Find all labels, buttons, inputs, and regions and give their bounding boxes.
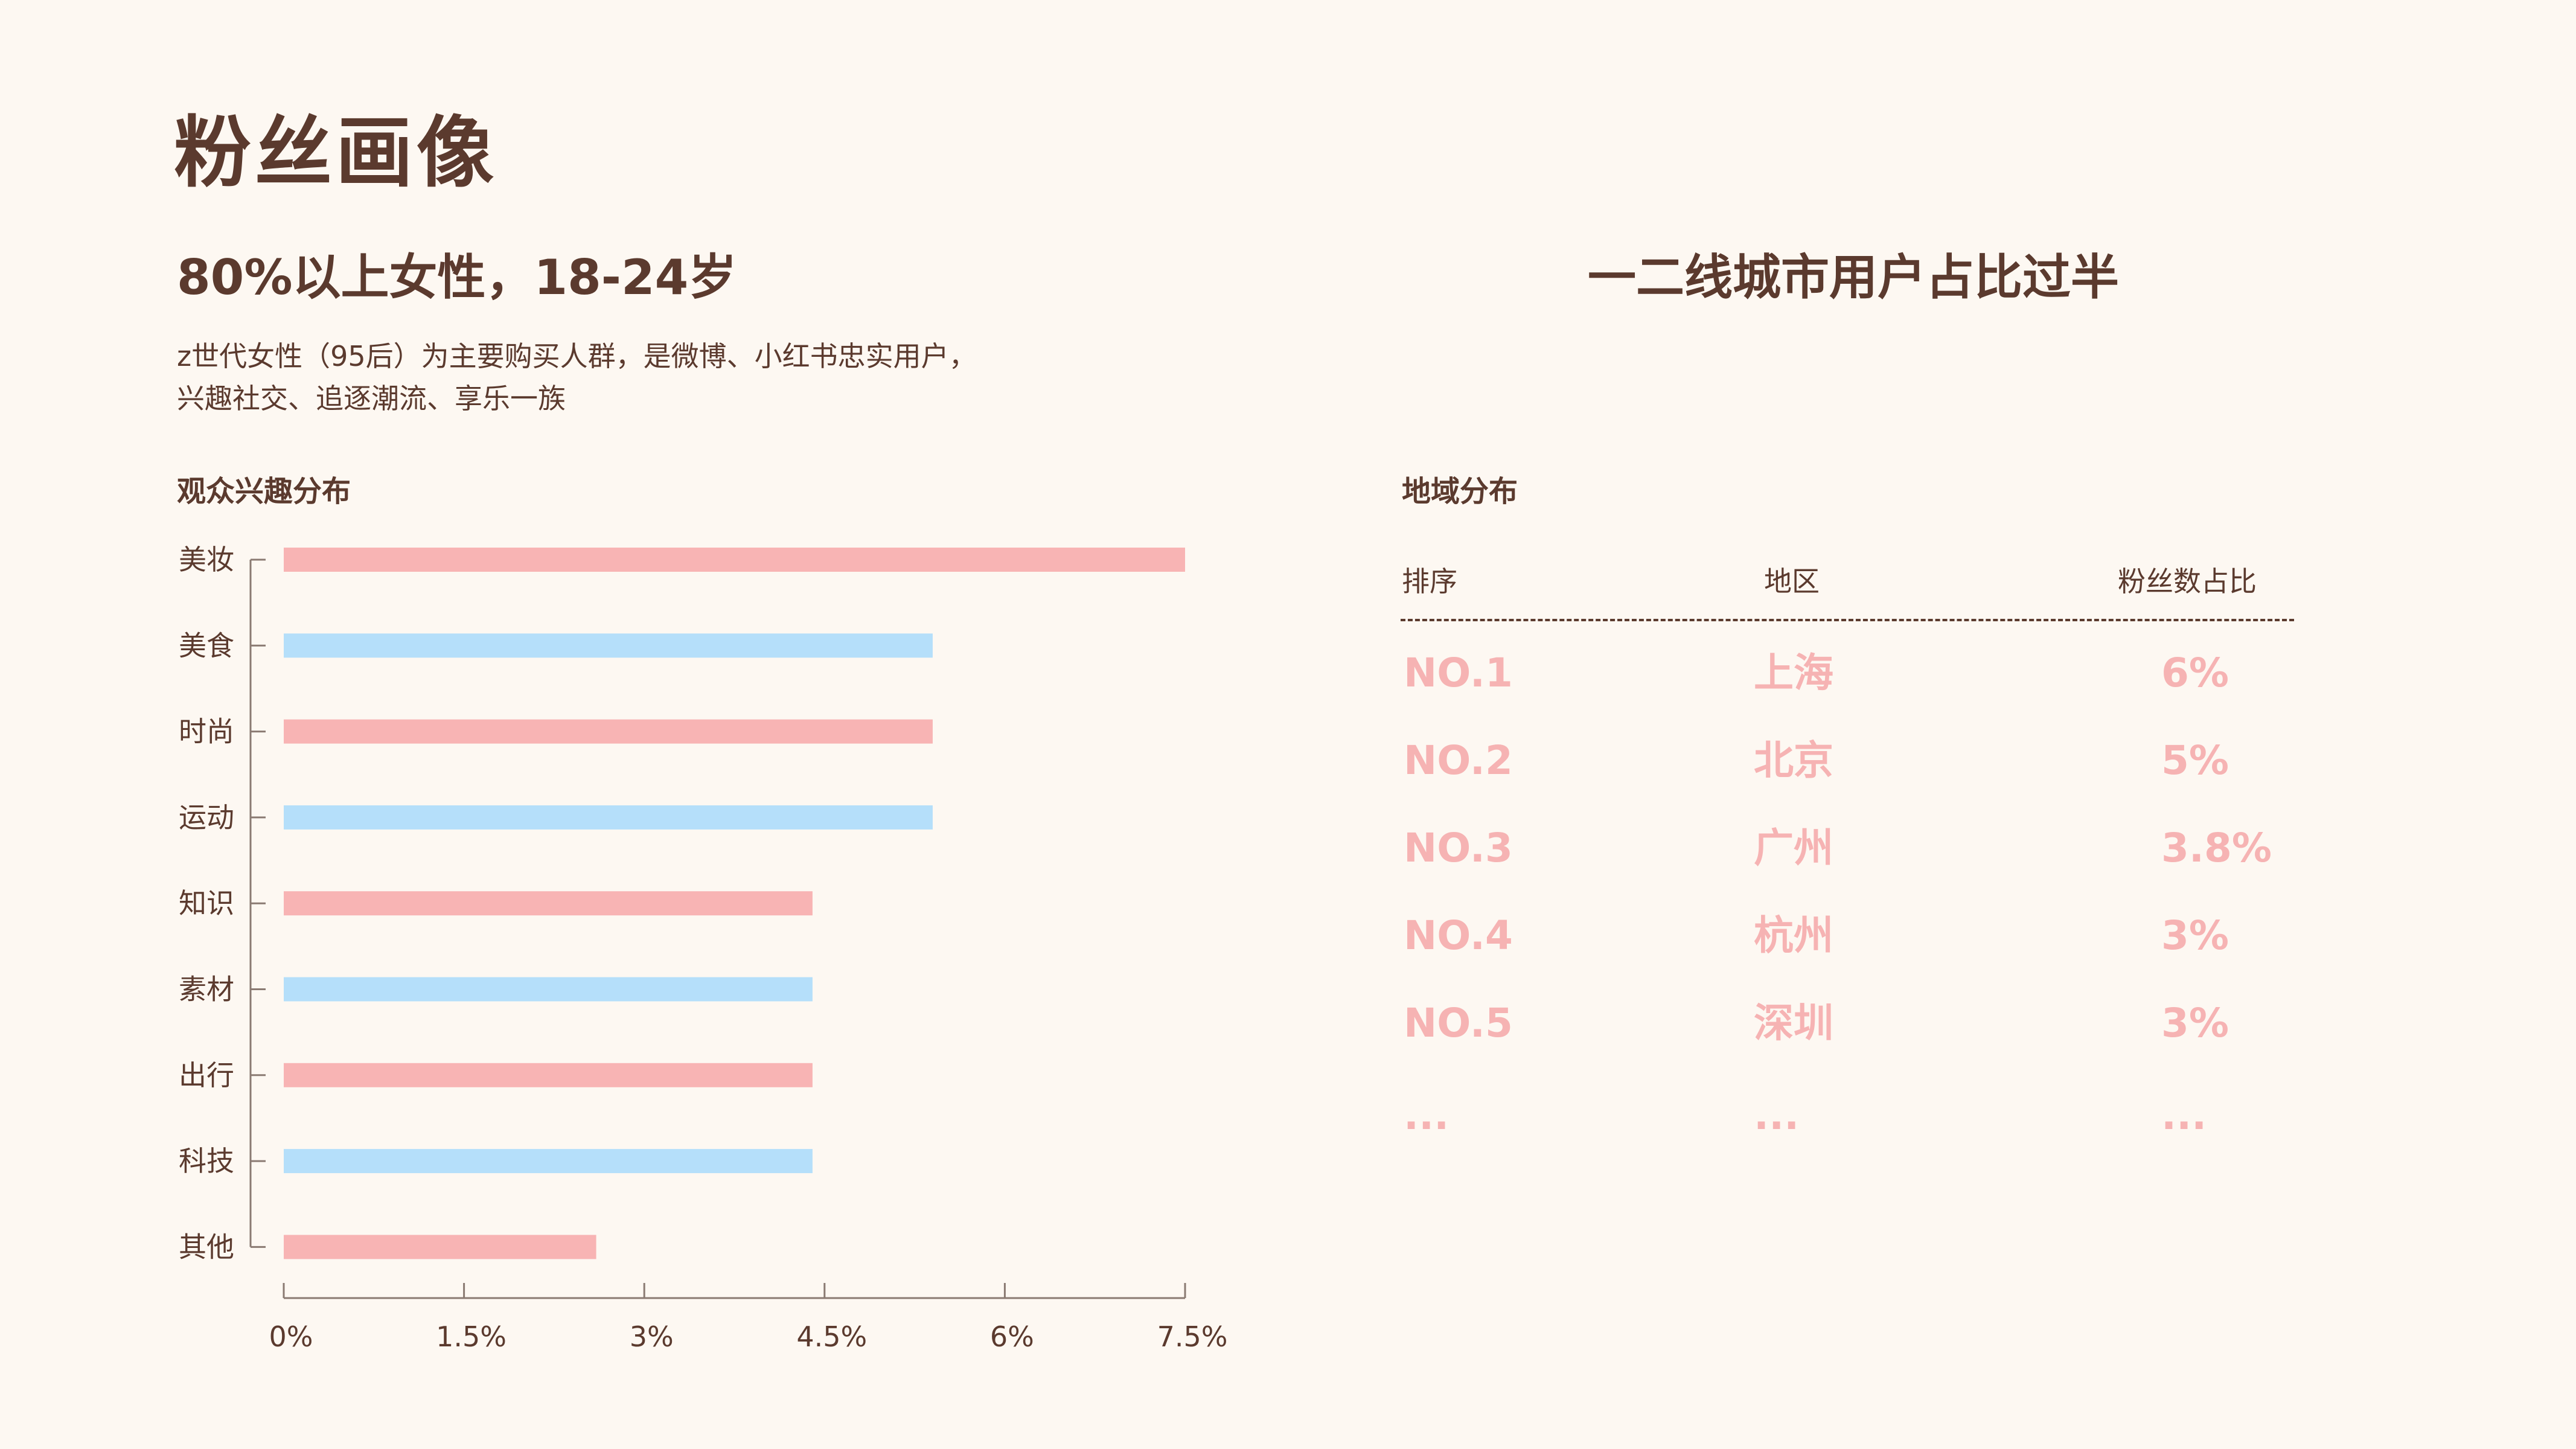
region-section-label: 地域分布: [1402, 475, 1518, 508]
region-cell: 杭州: [1754, 912, 1833, 959]
bar-知识: [284, 891, 813, 916]
x-tick-label: 1.5%: [436, 1320, 507, 1353]
rank-cell: NO.2: [1404, 737, 1513, 784]
audience-subtitle: 80%以上女性，18-24岁: [177, 249, 737, 305]
region-cell: ...: [1754, 1092, 1800, 1139]
bar-科技: [284, 1149, 813, 1174]
rank-cell: NO.1: [1404, 650, 1513, 696]
bar-运动: [284, 805, 933, 830]
x-tick-label: 3%: [630, 1320, 674, 1353]
bar-时尚: [284, 719, 933, 744]
x-tick-label: 0%: [269, 1320, 313, 1353]
region-cell: 广州: [1754, 825, 1833, 871]
page-title: 粉丝画像: [174, 108, 498, 198]
audience-description: z世代女性（95后）为主要购买人群，是微博、小红书忠实用户， 兴趣社交、追逐潮流…: [177, 335, 1082, 420]
bar-其他: [284, 1235, 596, 1259]
category-label: 时尚: [179, 715, 234, 748]
x-tick-label: 7.5%: [1157, 1320, 1228, 1353]
description-line: 兴趣社交、追逐潮流、享乐一族: [177, 382, 566, 415]
bar-出行: [284, 1063, 813, 1087]
category-label: 运动: [179, 801, 234, 834]
share-cell: 6%: [2161, 650, 2229, 696]
region-heading: 一二线城市用户占比过半: [1588, 249, 2119, 305]
region-cell: 北京: [1754, 737, 1833, 784]
share-cell: 3.8%: [2161, 825, 2272, 871]
region-cell: 深圳: [1754, 1000, 1833, 1046]
bar-美妆: [284, 548, 1185, 572]
bar-美食: [284, 633, 933, 658]
category-label: 美妆: [179, 543, 234, 576]
category-label: 出行: [179, 1059, 234, 1092]
x-tick-label: 4.5%: [796, 1320, 867, 1353]
bar-素材: [284, 977, 813, 1002]
region-cell: 上海: [1754, 650, 1833, 696]
share-cell: 5%: [2161, 737, 2229, 784]
table-divider: [1401, 619, 2294, 621]
x-tick-label: 6%: [990, 1320, 1034, 1353]
share-cell: 3%: [2161, 1000, 2229, 1046]
category-label: 其他: [179, 1230, 234, 1263]
rank-cell: NO.5: [1404, 1000, 1513, 1046]
rank-cell: NO.4: [1404, 912, 1513, 959]
rank-cell: NO.3: [1404, 825, 1513, 871]
description-line: z世代女性（95后）为主要购买人群，是微博、小红书忠实用户，: [177, 340, 977, 373]
category-label: 素材: [179, 973, 234, 1006]
category-label: 美食: [179, 629, 234, 662]
rank-cell: ...: [1404, 1092, 1449, 1139]
table-header-share: 粉丝数占比: [2118, 565, 2257, 598]
share-cell: 3%: [2161, 912, 2229, 959]
category-label: 知识: [179, 887, 234, 920]
table-header-region: 地区: [1764, 565, 1820, 598]
interest-section-label: 观众兴趣分布: [177, 475, 351, 508]
category-label: 科技: [179, 1145, 234, 1177]
table-header-rank: 排序: [1402, 565, 1457, 598]
share-cell: ...: [2161, 1092, 2207, 1139]
